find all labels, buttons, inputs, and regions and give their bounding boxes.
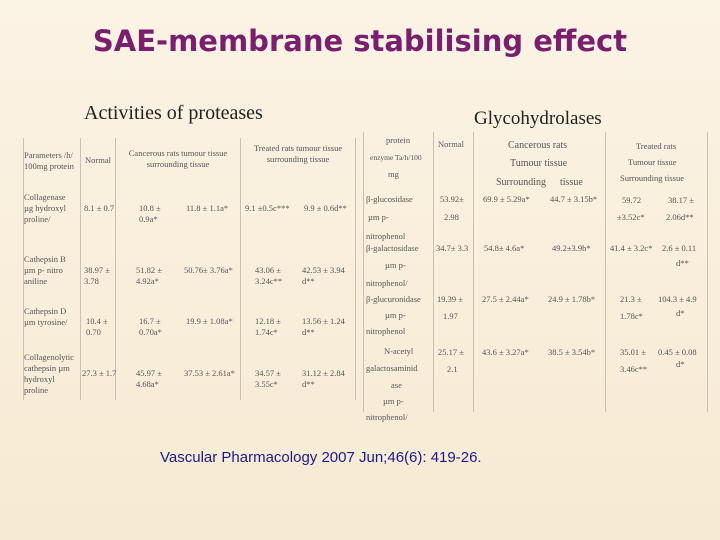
- cell-cancer-tumour: 10.8 ± 0.9a*: [139, 203, 161, 224]
- header-cancerous: Cancerous rats tumour tissue surrounding…: [128, 148, 228, 169]
- cell-normal: 34.7± 3.3: [436, 243, 469, 253]
- header-tumour-tissue: Tumour tissue: [510, 158, 568, 169]
- cell-cancer-tumour: 45.97 ± 4.68a*: [136, 368, 162, 389]
- cell-normal: 2.98: [444, 212, 459, 222]
- cell-treated-surrounding: 13.56 ± 1.24 d**: [302, 316, 345, 337]
- row-label: µm p-: [368, 212, 389, 222]
- cell-cancer-surrounding: 11.8 ± 1.1a*: [186, 203, 229, 213]
- cell-treated-tumour: 34.57 ± 3.55c*: [255, 368, 281, 389]
- row-label: ase: [391, 380, 402, 390]
- right-section-title: Glycohydrolases: [474, 108, 602, 129]
- cell-cancer-surrounding: 44.7 ± 3.15b*: [550, 194, 598, 204]
- cell-treated-surrounding: 38.17 ±: [668, 195, 694, 205]
- header-cancerous: Cancerous rats: [508, 140, 568, 151]
- left-section-title: Activities of proteases: [84, 102, 263, 124]
- row-label: nitrophenol/: [366, 412, 408, 422]
- row-label: µm p-: [385, 310, 406, 320]
- cell-treated-surrounding: 2.06d**: [666, 212, 694, 222]
- cell-normal: 2.1: [447, 364, 458, 374]
- cell-normal: 1.97: [443, 311, 458, 321]
- row-label: N-acetyl: [384, 346, 414, 356]
- cell-cancer-surrounding: 19.9 ± 1.08a*: [186, 316, 233, 326]
- row-label: µm p-: [383, 396, 404, 406]
- cell-cancer-surrounding: 49.2±3.9b*: [552, 243, 591, 253]
- header-treated-surrounding: Surrounding tissue: [620, 173, 684, 183]
- cell-treated-surrounding: 0.45 ± 0.08: [658, 347, 697, 357]
- cell-normal: 25.17 ±: [438, 347, 464, 357]
- row-label: galactosaminid: [366, 363, 418, 373]
- cell-cancer-tumour: 69.9 ± 5.29a*: [483, 194, 530, 204]
- cell-treated-tumour: 9.1 ±0.5c***: [245, 203, 290, 213]
- cell-treated-tumour: ±3.52c*: [617, 212, 645, 222]
- cell-normal: 53.92±: [440, 194, 464, 204]
- cell-cancer-surrounding: 24.9 ± 1.78b*: [548, 294, 596, 304]
- row-label: nitrophenol/: [366, 278, 408, 288]
- cell-cancer-tumour: 51.82 ± 4.92a*: [136, 265, 162, 286]
- row-label: Cathepsin D µm tyrosine/: [24, 306, 68, 327]
- row-label: Collagenase µg hydroxyl proline/: [24, 192, 66, 224]
- cell-cancer-tumour: 43.6 ± 3.27a*: [482, 347, 529, 357]
- row-label: β-glucuronidase: [366, 294, 421, 304]
- row-label: nitrophenol: [366, 231, 406, 241]
- cell-cancer-tumour: 16.7 ± 0.70a*: [139, 316, 162, 337]
- header-treated: Treated rats: [636, 141, 677, 151]
- header-surrounding: Surrounding: [496, 177, 546, 188]
- cell-cancer-surrounding: 50.76± 3.76a*: [184, 265, 233, 275]
- cell-treated-tumour: 12.18 ± 1.74c*: [255, 316, 281, 337]
- cell-treated-tumour: 3.46c**: [620, 364, 648, 374]
- row-label: β-glucosidase: [366, 194, 413, 204]
- row-label: nitrophenol: [366, 326, 406, 336]
- header-normal: Normal: [438, 139, 464, 149]
- cell-treated-surrounding: d*: [676, 359, 685, 369]
- header-tissue: tissue: [560, 177, 583, 188]
- cell-treated-tumour: 43.06 ± 3.24c**: [255, 265, 283, 286]
- cell-treated-surrounding: 31.12 ± 2.84 d**: [302, 368, 345, 389]
- cell-normal: 8.1 ± 0.7: [84, 203, 115, 213]
- cell-treated-surrounding: 9.9 ± 0.6d**: [304, 203, 347, 213]
- cell-cancer-tumour: 27.5 ± 2.44a*: [482, 294, 529, 304]
- cell-treated-surrounding: 104.3 ± 4.9: [658, 294, 697, 304]
- header-param-1: protein: [386, 135, 411, 145]
- cell-treated-surrounding: d**: [676, 258, 689, 268]
- row-label: µm p-: [385, 260, 406, 270]
- row-label: Cathepsin B µm p- nitro aniline: [24, 254, 66, 286]
- header-treated: Treated rats tumour tissue surrounding t…: [253, 143, 343, 164]
- header-normal: Normal: [85, 155, 111, 165]
- cell-treated-tumour: 35.01 ±: [620, 347, 646, 357]
- header-param-2: enzyme Ta/h/100: [370, 153, 422, 162]
- header-parameters: Parameters /h/ 100mg protein: [24, 150, 74, 171]
- cell-treated-tumour: 21.3 ±: [620, 294, 642, 304]
- header-treated-tumour: Tumour tissue: [628, 157, 677, 167]
- citation: Vascular Pharmacology 2007 Jun;46(6): 41…: [160, 449, 482, 466]
- cell-normal: 38.97 ± 3.78: [84, 265, 110, 286]
- cell-cancer-surrounding: 38.5 ± 3.54b*: [548, 347, 596, 357]
- cell-cancer-tumour: 54.8± 4.6a*: [484, 243, 525, 253]
- cell-treated-tumour: 59.72: [622, 195, 642, 205]
- row-label: Collagenolytic cathepsin µm hydroxyl pro…: [24, 352, 75, 395]
- row-label: β-galactosidase: [366, 243, 419, 253]
- cell-normal: 27.3 ± 1.7: [82, 368, 117, 378]
- cell-normal: 19.39 ±: [437, 294, 463, 304]
- slide-title: SAE-membrane stabilising effect: [92, 24, 628, 58]
- cell-cancer-surrounding: 37.53 ± 2.61a*: [184, 368, 235, 378]
- header-param-3: mg: [388, 169, 399, 179]
- cell-normal: 10.4 ± 0.70: [86, 316, 108, 337]
- cell-treated-tumour: 1.78c*: [620, 311, 643, 321]
- cell-treated-tumour: 41.4 ± 3.2c*: [610, 243, 653, 253]
- cell-treated-surrounding: 2.6 ± 0.11: [662, 243, 697, 253]
- cell-treated-surrounding: d*: [676, 308, 685, 318]
- cell-treated-surrounding: 42.53 ± 3.94 d**: [302, 265, 345, 286]
